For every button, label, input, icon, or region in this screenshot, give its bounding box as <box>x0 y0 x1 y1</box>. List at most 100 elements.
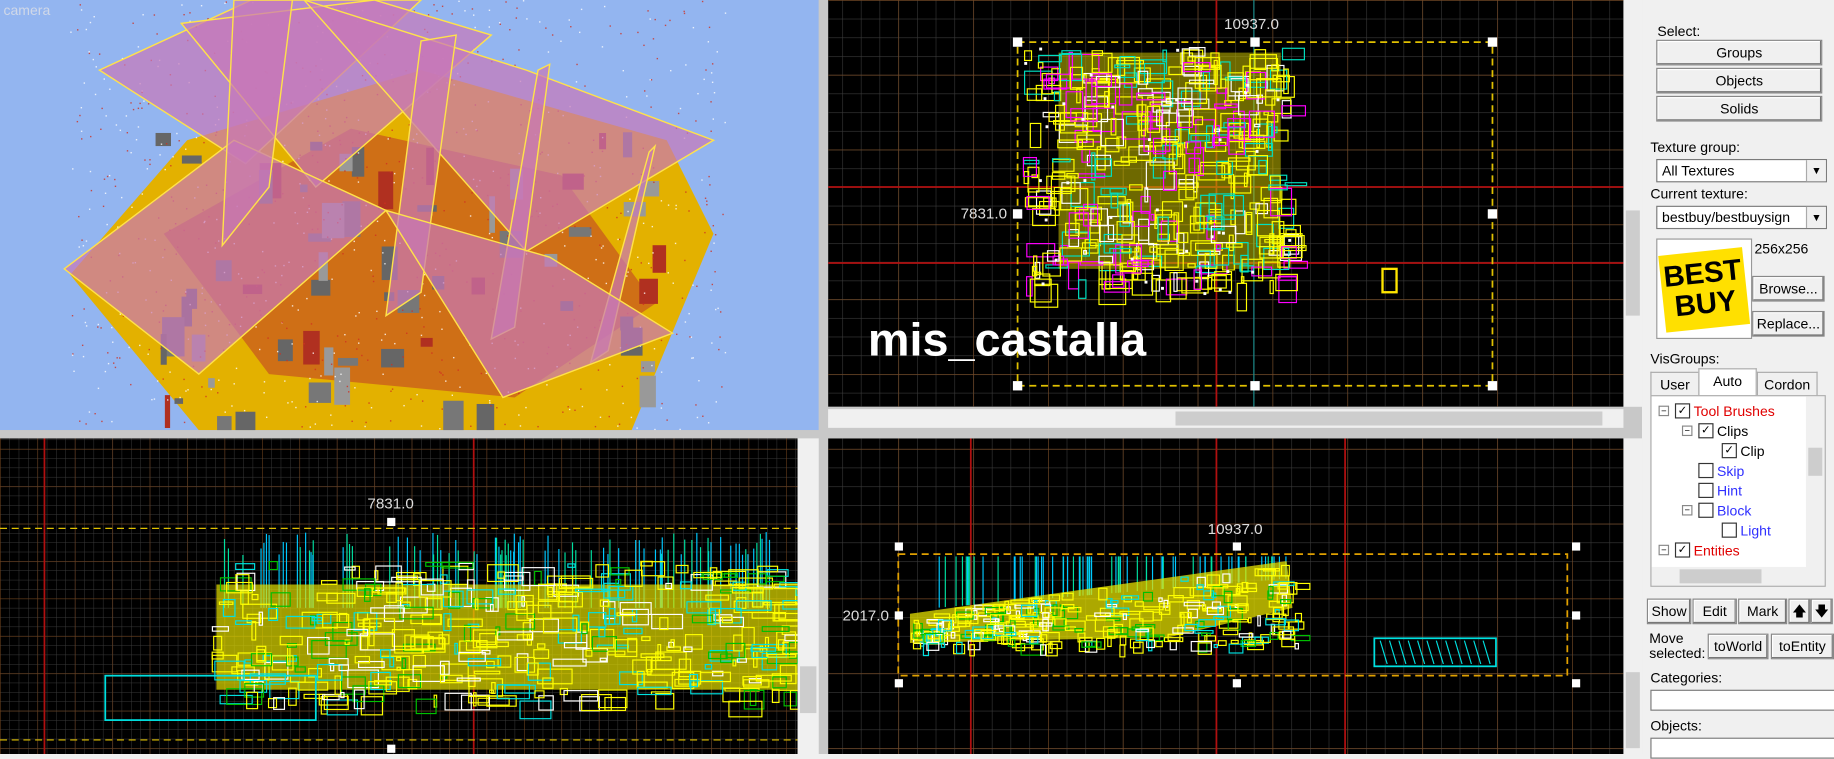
checkbox[interactable]: ✓ <box>1698 423 1714 439</box>
tree-label[interactable]: Light <box>1740 522 1771 539</box>
checkbox[interactable]: ✓ <box>1674 542 1691 558</box>
prop <box>378 171 394 210</box>
handle[interactable] <box>894 611 903 620</box>
button[interactable]: toWorld <box>1707 633 1769 660</box>
tree-label[interactable]: Hint <box>1717 482 1742 500</box>
speck <box>704 197 707 199</box>
speck <box>100 128 102 131</box>
speck <box>156 380 159 382</box>
handle[interactable] <box>387 744 396 753</box>
tab[interactable]: Auto <box>1698 368 1757 397</box>
speck <box>117 226 119 228</box>
handle[interactable] <box>894 542 903 551</box>
button-down[interactable]: 🡇 <box>1810 598 1833 625</box>
brush <box>579 621 590 632</box>
dropdown[interactable] <box>1650 689 1834 711</box>
tree-label[interactable]: Skip <box>1717 462 1745 480</box>
tab[interactable]: User <box>1650 371 1700 397</box>
tree-label[interactable]: Entities <box>1693 542 1740 559</box>
dropdown[interactable] <box>1650 737 1834 759</box>
button[interactable]: Groups <box>1656 39 1823 66</box>
handle[interactable] <box>1012 381 1023 391</box>
handle[interactable] <box>1571 679 1581 688</box>
expander[interactable]: − <box>1658 405 1670 417</box>
handle[interactable] <box>1487 209 1498 219</box>
checkbox[interactable] <box>1698 482 1714 498</box>
handle[interactable] <box>894 679 903 688</box>
speck <box>356 153 358 155</box>
tab[interactable]: Cordon <box>1756 371 1818 397</box>
speck <box>368 402 370 404</box>
handle[interactable] <box>1571 611 1581 620</box>
handle[interactable] <box>387 517 396 527</box>
speck <box>660 200 663 202</box>
top-view[interactable]: 10937.0 7831.0 mis_castalla <box>828 0 1624 407</box>
tree-label[interactable]: Block <box>1717 502 1752 520</box>
handle[interactable] <box>1571 542 1581 551</box>
dropdown[interactable]: All Textures ▼ <box>1656 158 1827 183</box>
scroll-thumb[interactable] <box>1808 447 1823 476</box>
brush <box>1173 212 1180 240</box>
expander[interactable]: − <box>1658 544 1670 556</box>
handle[interactable] <box>1232 679 1241 688</box>
checkbox[interactable]: ✓ <box>1721 443 1737 459</box>
tree-label[interactable]: Clips <box>1717 423 1749 440</box>
checkbox[interactable] <box>1698 502 1714 518</box>
checkbox[interactable]: ✓ <box>1674 403 1691 419</box>
button[interactable]: Show <box>1646 598 1692 625</box>
v-scrollbar[interactable] <box>1623 0 1643 407</box>
camera-view[interactable]: camera <box>0 0 819 446</box>
tree-label[interactable]: Clip <box>1740 443 1765 460</box>
brush <box>738 577 774 590</box>
handle[interactable] <box>1487 37 1498 47</box>
handle[interactable] <box>1012 209 1023 219</box>
speck <box>496 407 498 409</box>
brush <box>1222 629 1239 636</box>
brush <box>1206 214 1216 240</box>
side-view[interactable]: 10937.0 2017.0 <box>828 438 1624 754</box>
button[interactable]: Objects <box>1656 67 1823 94</box>
speck <box>366 166 368 168</box>
button-up[interactable]: 🡅 <box>1788 598 1811 625</box>
expander[interactable]: − <box>1681 425 1693 437</box>
expander[interactable]: − <box>1681 505 1693 516</box>
button[interactable]: Browse... <box>1752 275 1825 302</box>
speck <box>618 238 621 241</box>
button[interactable]: Solids <box>1656 95 1823 122</box>
handle[interactable] <box>1487 381 1498 391</box>
dropdown[interactable]: bestbuy/bestbuysign ▼ <box>1656 205 1827 230</box>
scroll-thumb[interactable] <box>1679 569 1762 584</box>
checkbox[interactable] <box>1698 462 1714 479</box>
brush <box>599 657 607 662</box>
scroll-thumb[interactable] <box>800 666 817 714</box>
prop <box>160 334 167 365</box>
scroll-thumb[interactable] <box>1625 210 1640 316</box>
speck <box>464 201 466 203</box>
brush <box>466 589 494 605</box>
button[interactable]: Replace... <box>1752 310 1825 337</box>
speck <box>312 352 314 354</box>
brush <box>1273 581 1295 586</box>
speck <box>600 247 603 249</box>
brush <box>1220 113 1241 132</box>
brush <box>933 613 951 619</box>
speck <box>391 388 394 390</box>
tool-panel: Select: Groups Objects Solids Texture gr… <box>1642 0 1834 759</box>
handle[interactable] <box>1250 37 1260 47</box>
checkbox[interactable] <box>1721 522 1737 538</box>
speck <box>488 399 491 402</box>
button[interactable]: Mark <box>1738 598 1788 625</box>
front-view[interactable]: 7831.0 <box>0 438 820 754</box>
handle[interactable] <box>1232 542 1241 551</box>
scroll-thumb[interactable] <box>1175 411 1603 426</box>
button[interactable]: toEntity <box>1770 633 1834 660</box>
brush <box>338 664 350 672</box>
handle[interactable] <box>1012 37 1023 47</box>
tree-label[interactable]: Tool Brushes <box>1693 403 1775 420</box>
handle[interactable] <box>1250 381 1260 391</box>
scroll-thumb[interactable] <box>1625 672 1640 749</box>
speck <box>207 18 209 20</box>
button[interactable]: Edit <box>1692 598 1737 625</box>
v-scrollbar[interactable] <box>1805 396 1825 567</box>
brush <box>442 663 469 681</box>
